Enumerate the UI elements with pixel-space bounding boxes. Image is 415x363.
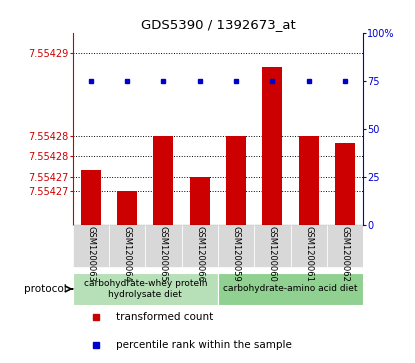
Bar	[262, 67, 282, 225]
Bar	[226, 136, 246, 225]
Bar	[117, 191, 137, 225]
Text: transformed count: transformed count	[116, 312, 213, 322]
Text: GSM1200060: GSM1200060	[268, 226, 277, 282]
Bar	[73, 273, 218, 305]
Bar	[145, 225, 181, 266]
Text: carbohydrate-whey protein
hydrolysate diet: carbohydrate-whey protein hydrolysate di…	[83, 279, 207, 299]
Bar	[109, 225, 145, 266]
Title: GDS5390 / 1392673_at: GDS5390 / 1392673_at	[141, 19, 295, 32]
Bar	[290, 225, 327, 266]
Bar	[190, 177, 210, 225]
Text: GSM1200061: GSM1200061	[304, 226, 313, 282]
Text: GSM1200062: GSM1200062	[340, 226, 349, 282]
Bar	[299, 136, 319, 225]
Text: percentile rank within the sample: percentile rank within the sample	[116, 340, 292, 350]
Bar	[335, 143, 355, 225]
Bar	[81, 170, 101, 225]
Text: GSM1200059: GSM1200059	[232, 226, 241, 282]
Bar	[327, 225, 363, 266]
Bar	[73, 225, 109, 266]
Bar	[218, 225, 254, 266]
Bar	[254, 225, 290, 266]
Text: GSM1200064: GSM1200064	[122, 226, 132, 282]
Bar	[182, 225, 218, 266]
Text: GSM1200066: GSM1200066	[195, 226, 204, 282]
Text: carbohydrate-amino acid diet: carbohydrate-amino acid diet	[223, 285, 358, 293]
Bar	[154, 136, 173, 225]
Text: GSM1200065: GSM1200065	[159, 226, 168, 282]
Text: GSM1200063: GSM1200063	[86, 226, 95, 282]
Text: protocol: protocol	[24, 284, 67, 294]
Bar	[218, 273, 363, 305]
